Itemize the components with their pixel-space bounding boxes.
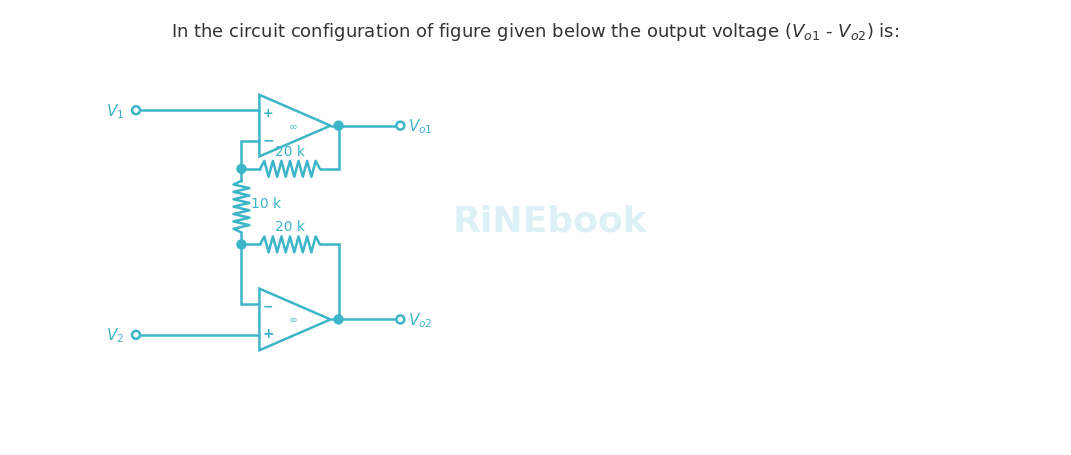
Text: $V_1$: $V_1$ <box>106 101 124 120</box>
Text: In the circuit configuration of figure given below the output voltage ($V_{o1}$ : In the circuit configuration of figure g… <box>170 21 900 43</box>
Text: 20 k: 20 k <box>275 145 305 159</box>
Circle shape <box>237 240 246 249</box>
Text: ∞: ∞ <box>289 121 298 131</box>
Text: +: + <box>262 326 274 340</box>
Text: RiNEbook: RiNEbook <box>453 203 647 238</box>
Text: 20 k: 20 k <box>275 220 305 234</box>
Text: $V_2$: $V_2$ <box>106 326 124 344</box>
Text: +: + <box>263 106 274 119</box>
Text: 10 k: 10 k <box>252 196 282 210</box>
Circle shape <box>334 122 343 131</box>
Text: ∞: ∞ <box>289 315 298 325</box>
Text: $V_{o2}$: $V_{o2}$ <box>408 310 433 329</box>
Circle shape <box>334 315 343 324</box>
Text: −: − <box>263 300 274 313</box>
Circle shape <box>237 165 246 174</box>
Text: −: − <box>262 133 274 147</box>
Text: $V_{o1}$: $V_{o1}$ <box>408 117 433 136</box>
